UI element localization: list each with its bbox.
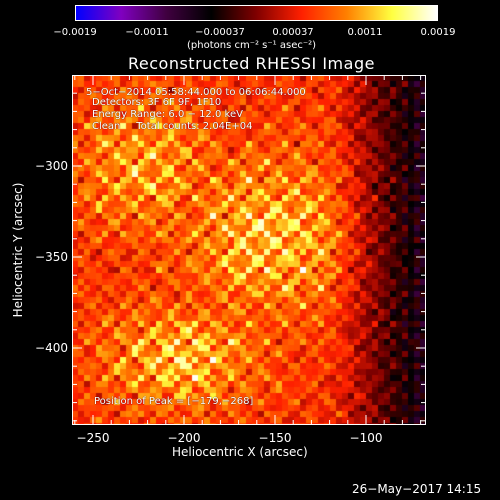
- y-axis-label: Heliocentric Y (arcsec): [11, 182, 25, 318]
- plot-title: Reconstructed RHESSI Image: [128, 54, 375, 73]
- peak-position-annotation: Position of Peak = [−179,−268]: [94, 396, 254, 407]
- y-tick-label: −300: [35, 159, 68, 173]
- colorbar-tick-label: 0.0019: [420, 27, 456, 38]
- colorbar-tick-label: −0.0019: [53, 27, 97, 38]
- date-stamp: 26−May−2017 14:15: [352, 482, 482, 496]
- image-plot: 5−Oct−2014 05:58:44.000 to 06:06:44.000 …: [72, 75, 426, 425]
- time-range-annotation: 5−Oct−2014 05:58:44.000 to 06:06:44.000: [86, 87, 306, 98]
- y-tick-label: −400: [35, 341, 68, 355]
- colorbar-tick-label: −0.0011: [125, 27, 169, 38]
- y-tick-label: −350: [35, 250, 68, 264]
- clean-counts-annotation: Clean Total counts: 2.04E+04: [92, 121, 253, 132]
- y-tick: −350: [0, 250, 68, 266]
- plot-frame: [72, 75, 426, 425]
- x-tick-label: −250: [76, 431, 110, 445]
- x-tick-label: −150: [258, 431, 292, 445]
- x-tick-label: −100: [349, 431, 383, 445]
- colorbar-tick-label: 0.00037: [272, 27, 314, 38]
- colorbar-tick-label: −0.00037: [195, 27, 245, 38]
- x-axis-label: Heliocentric X (arcsec): [172, 445, 308, 459]
- heatmap-image: [72, 75, 426, 425]
- colorbar: [75, 5, 438, 21]
- y-tick: −300: [0, 159, 68, 175]
- detectors-annotation: Detectors: 3F 6F 9F, 1F10: [92, 97, 222, 108]
- x-tick-label: −200: [167, 431, 201, 445]
- colorbar-tick-label: 0.0011: [347, 27, 383, 38]
- y-tick: −400: [0, 341, 68, 357]
- colorbar-units: (photons cm⁻² s⁻¹ asec⁻²): [187, 40, 317, 51]
- energy-range-annotation: Energy Range: 6.0 − 12.0 keV: [92, 109, 243, 120]
